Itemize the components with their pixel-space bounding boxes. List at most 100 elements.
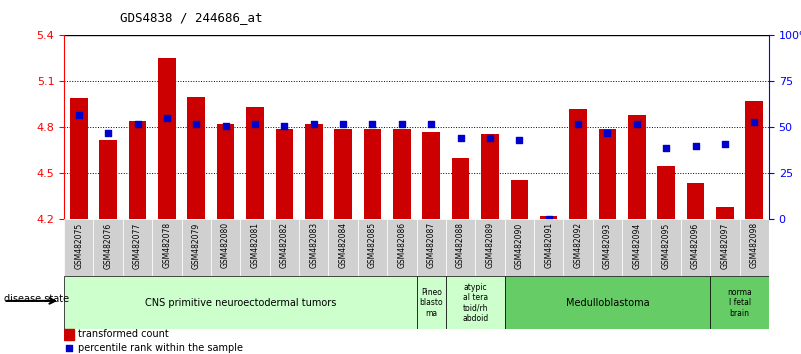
Bar [570,109,587,219]
Text: GSM482083: GSM482083 [309,222,318,268]
Point [660,145,673,150]
Bar [510,179,528,219]
FancyBboxPatch shape [593,219,622,276]
FancyBboxPatch shape [299,219,328,276]
Text: GSM482085: GSM482085 [368,222,377,268]
Bar [658,166,675,219]
Point [302,286,315,291]
FancyBboxPatch shape [563,219,593,276]
FancyBboxPatch shape [681,219,710,276]
Bar [276,129,293,219]
FancyBboxPatch shape [94,219,123,276]
Bar [716,207,734,219]
Point [396,121,409,127]
Point [718,141,731,147]
Bar [70,98,87,219]
FancyBboxPatch shape [64,219,94,276]
Text: GSM482097: GSM482097 [720,222,730,269]
Text: GSM482077: GSM482077 [133,222,142,269]
Text: GSM482084: GSM482084 [339,222,348,268]
Bar [99,140,117,219]
Bar [334,129,352,219]
Bar [364,129,381,219]
Text: GSM482091: GSM482091 [544,222,553,268]
Point [513,137,525,143]
Point [542,217,555,222]
FancyBboxPatch shape [182,219,211,276]
FancyBboxPatch shape [64,276,417,329]
FancyBboxPatch shape [505,276,710,329]
Text: GSM482081: GSM482081 [251,222,260,268]
Text: disease state: disease state [4,294,69,304]
Bar [481,133,499,219]
FancyBboxPatch shape [328,219,358,276]
FancyBboxPatch shape [475,219,505,276]
Text: GSM482092: GSM482092 [574,222,582,268]
Text: GSM482090: GSM482090 [515,222,524,269]
Point [131,121,144,127]
FancyBboxPatch shape [505,219,534,276]
Bar [246,108,264,219]
Point [190,121,203,127]
FancyBboxPatch shape [710,219,739,276]
Bar [187,97,205,219]
FancyBboxPatch shape [270,219,299,276]
FancyBboxPatch shape [651,219,681,276]
FancyBboxPatch shape [446,219,475,276]
Text: GDS4838 / 244686_at: GDS4838 / 244686_at [120,11,263,24]
Text: norma
l fetal
brain: norma l fetal brain [727,288,752,318]
Text: percentile rank within the sample: percentile rank within the sample [78,343,243,353]
Text: GSM482087: GSM482087 [427,222,436,268]
Text: GSM482094: GSM482094 [632,222,642,269]
FancyBboxPatch shape [710,276,769,329]
Point [72,112,85,118]
Point [454,136,467,141]
Text: GSM482095: GSM482095 [662,222,670,269]
Text: transformed count: transformed count [78,329,169,339]
Text: GSM482075: GSM482075 [74,222,83,269]
Text: Medulloblastoma: Medulloblastoma [566,298,650,308]
Bar [598,129,616,219]
Point [336,121,349,127]
FancyBboxPatch shape [123,219,152,276]
Point [689,143,702,149]
Bar [540,216,557,219]
Point [308,121,320,127]
Text: GSM482089: GSM482089 [485,222,494,268]
Text: Pineo
blasto
ma: Pineo blasto ma [420,288,443,318]
Text: GSM482082: GSM482082 [280,222,289,268]
Text: GSM482076: GSM482076 [103,222,113,269]
FancyBboxPatch shape [358,219,387,276]
FancyBboxPatch shape [417,276,446,329]
Bar [746,101,763,219]
Point [572,121,585,127]
Text: GSM482080: GSM482080 [221,222,230,268]
Text: GSM482079: GSM482079 [191,222,201,269]
FancyBboxPatch shape [446,276,505,329]
Bar [305,124,323,219]
Text: CNS primitive neuroectodermal tumors: CNS primitive neuroectodermal tumors [145,298,336,308]
Bar [393,129,411,219]
Point [102,130,115,136]
FancyBboxPatch shape [534,219,563,276]
Point [748,119,761,125]
Bar [64,329,74,340]
Text: GSM482098: GSM482098 [750,222,759,268]
Point [160,115,173,121]
Text: GSM482096: GSM482096 [691,222,700,269]
FancyBboxPatch shape [417,219,446,276]
Bar [217,124,235,219]
Bar [158,58,175,219]
FancyBboxPatch shape [240,219,270,276]
Bar [686,183,704,219]
FancyBboxPatch shape [622,219,651,276]
FancyBboxPatch shape [152,219,182,276]
Text: GSM482078: GSM482078 [163,222,171,268]
Point [248,121,261,127]
Point [425,121,437,127]
Text: GSM482088: GSM482088 [456,222,465,268]
Point [630,121,643,127]
Point [601,130,614,136]
Text: GSM482093: GSM482093 [603,222,612,269]
FancyBboxPatch shape [739,219,769,276]
